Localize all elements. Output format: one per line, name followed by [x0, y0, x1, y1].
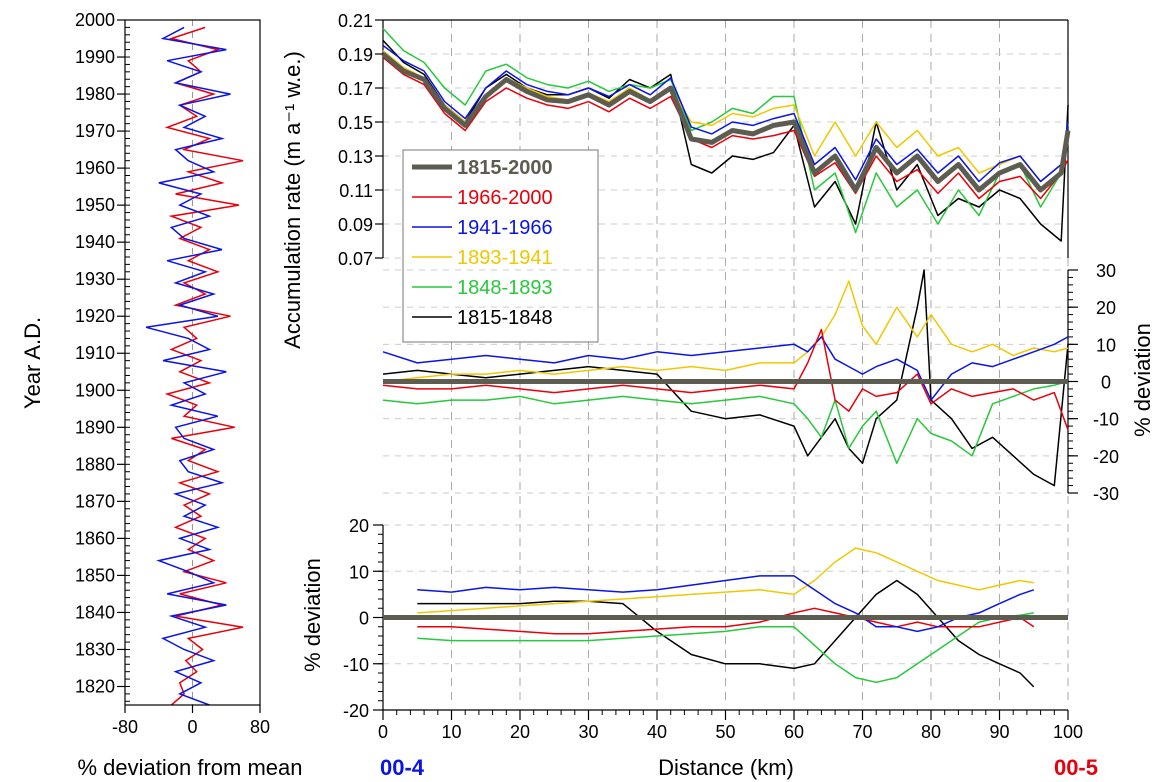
left-y-tick-label: 1910 — [75, 343, 115, 363]
left-y-tick-label: 1950 — [75, 195, 115, 215]
top-gridlines — [382, 19, 1069, 700]
bottom-x-tick-label: 80 — [921, 722, 941, 742]
bottom-panel: -20 -10 0 10 20 0 10 20 30 40 50 60 70 80 90 100 % devi… — [300, 516, 1098, 780]
left-y-tick-label: 1830 — [75, 639, 115, 659]
left-panel: 1820 1830 1840 1850 1860 1870 1880 1890 1900 1910… — [20, 10, 303, 780]
top-y-tick-label: 0.13 — [338, 147, 373, 167]
top-series-line-1815-2000 — [381, 52, 1071, 193]
top-y-tick-label: 0.19 — [338, 45, 373, 65]
top-y-tick-label: 0.11 — [339, 181, 373, 201]
bottom-x-tick-label: 100 — [1053, 722, 1083, 742]
middle-y-tick-label: 20 — [1096, 298, 1116, 318]
left-y-tick-label: 1870 — [75, 491, 115, 511]
bottom-xlabel: Distance (km) — [658, 755, 794, 780]
bottom-y-tick-label: 10 — [349, 562, 369, 582]
bottom-series-line-2 — [417, 607, 1035, 635]
bottom-series-line-4 — [417, 612, 1034, 684]
bottom-series — [383, 547, 1068, 688]
left-y-tick-label: 1840 — [75, 602, 115, 622]
left-y-tick-label: 1850 — [75, 565, 115, 585]
legend-label: 1966-2000 — [457, 187, 553, 209]
bottom-y-tick-label: 20 — [349, 516, 369, 536]
bottom-y-tick-label: -10 — [343, 655, 369, 675]
top-series — [381, 27, 1071, 242]
top-y-tick-label: 0.09 — [338, 215, 373, 235]
middle-y-tick-label: -10 — [1093, 410, 1119, 430]
bottom-ticks: -20 -10 0 10 20 0 10 20 30 40 50 60 70 80 90 100 — [343, 516, 1083, 742]
left-y-tick-label: 1900 — [75, 380, 115, 400]
top-y-tick-label: 0.21 — [338, 11, 373, 31]
legend-label: 1815-2000 — [457, 157, 553, 179]
legend-label: 1941-1966 — [457, 217, 553, 239]
legend-label: 1848-1893 — [457, 277, 553, 299]
end-marker: 00-5 — [1054, 755, 1098, 780]
middle-y-tick-label: 0 — [1101, 373, 1111, 393]
top-panel: 0.07 0.09 0.11 0.13 0.15 0.17 0.19 0.21 Accumul… — [280, 11, 1071, 700]
top-ylabel: Accumulation rate (m a⁻¹ w.e.) — [280, 51, 305, 349]
left-y-tick-label: 1940 — [75, 232, 115, 252]
start-marker: 00-4 — [380, 755, 425, 780]
left-x-tick-label: 80 — [250, 717, 270, 737]
middle-y-tick-label: -20 — [1093, 447, 1119, 467]
bottom-x-tick-label: 70 — [852, 722, 872, 742]
left-y-tick-label: 1970 — [75, 121, 115, 141]
top-y-tick-label: 0.17 — [338, 79, 373, 99]
top-y-tick-label: 0.07 — [338, 249, 373, 269]
bottom-series-line-5 — [417, 579, 1035, 688]
legend-label: 1893-1941 — [457, 247, 553, 269]
left-y-tick-label: 1820 — [75, 676, 115, 696]
bottom-y-tick-label: 0 — [359, 609, 369, 629]
left-x-tick-label: 0 — [187, 717, 197, 737]
left-series — [145, 26, 244, 706]
left-x-tick-label: -80 — [112, 717, 138, 737]
left-y-tick-label: 1930 — [75, 269, 115, 289]
left-y-tick-label: 1890 — [75, 417, 115, 437]
bottom-x-tick-label: 10 — [441, 722, 461, 742]
bottom-x-tick-label: 50 — [715, 722, 735, 742]
left-y-tick-label: 1880 — [75, 454, 115, 474]
bottom-ylabel: % deviation — [300, 558, 325, 672]
top-ticks: 0.07 0.09 0.11 0.13 0.15 0.17 0.19 0.21 — [338, 11, 383, 269]
left-y-tick-label: 1980 — [75, 84, 115, 104]
middle-series — [382, 269, 1069, 487]
bottom-y-tick-label: -20 — [343, 701, 369, 721]
bottom-x-tick-label: 90 — [989, 722, 1009, 742]
middle-ylabel: % deviation — [1130, 323, 1155, 437]
left-ticks: 1820 1830 1840 1850 1860 1870 1880 1890 1900 1910… — [75, 10, 270, 737]
bottom-x-tick-label: 40 — [647, 722, 667, 742]
top-y-tick-label: 0.15 — [338, 113, 373, 133]
middle-y-tick-label: 10 — [1096, 335, 1116, 355]
left-y-tick-label: 1920 — [75, 306, 115, 326]
middle-series-line-4 — [382, 380, 1069, 465]
legend-label: 1815-1848 — [457, 307, 553, 329]
left-y-tick-label: 1860 — [75, 528, 115, 548]
top-series-line-1941-1966 — [382, 44, 1069, 183]
middle-y-tick-label: -30 — [1093, 484, 1119, 504]
left-y-tick-label: 1990 — [75, 47, 115, 67]
bottom-x-tick-label: 0 — [378, 722, 388, 742]
top-series-line-1966-2000 — [382, 56, 1069, 200]
middle-y-tick-label: 30 — [1096, 261, 1116, 281]
left-xlabel: % deviation from mean — [78, 755, 303, 780]
top-series-line-1815-1848 — [382, 39, 1069, 242]
bottom-x-tick-label: 30 — [578, 722, 598, 742]
legend-box — [402, 149, 599, 343]
left-series-line-1 — [145, 26, 231, 706]
bottom-x-tick-label: 60 — [784, 722, 804, 742]
left-y-tick-label: 1960 — [75, 158, 115, 178]
bottom-x-tick-label: 20 — [510, 722, 530, 742]
top-series-line-1848-1893 — [382, 27, 1069, 234]
middle-series-line-1 — [382, 328, 1069, 431]
middle-ticks: -30 -20 -10 0 10 20 30 — [1068, 261, 1119, 504]
left-ylabel: Year A.D. — [20, 317, 45, 409]
left-series-line-0 — [164, 26, 244, 706]
left-y-tick-label: 2000 — [75, 10, 115, 30]
middle-series-line-2 — [382, 336, 1069, 401]
bottom-series-line-3 — [417, 547, 1034, 614]
legend: 1815-2000 1966-2000 1941-1966 1893-1941 1848… — [402, 149, 599, 343]
middle-panel: -30 -20 -10 0 10 20 30 % deviation — [382, 261, 1155, 504]
